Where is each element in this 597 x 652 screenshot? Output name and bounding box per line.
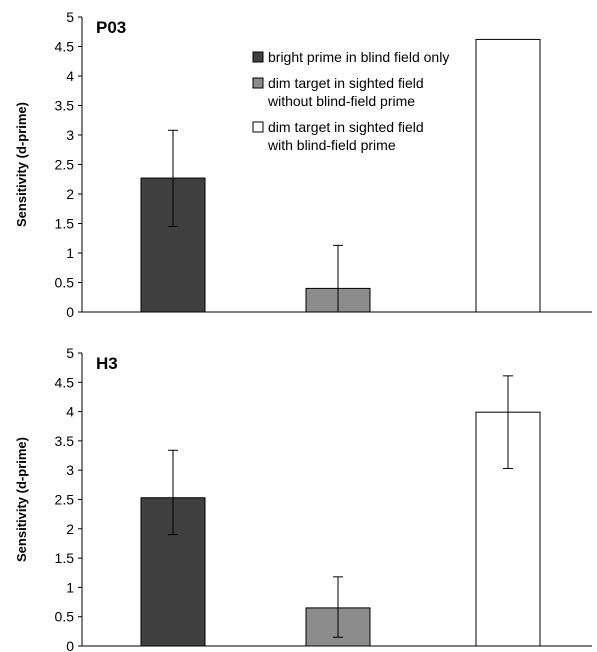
y-tick-label: 1.5: [55, 550, 75, 566]
y-tick-label: 4.5: [55, 39, 75, 55]
legend-swatch: [252, 121, 264, 133]
y-tick-label: 3: [66, 462, 74, 478]
y-tick-label: 0: [66, 304, 74, 320]
y-tick-label: 2.5: [55, 492, 75, 508]
y-tick-label: 3: [66, 127, 74, 143]
y-tick-label: 2.5: [55, 157, 75, 173]
y-tick-label: 3.5: [55, 98, 75, 114]
bar: [475, 38, 541, 313]
y-tick-label: 1: [66, 245, 74, 261]
y-tick-label: 2: [66, 521, 74, 537]
legend-swatch: [252, 51, 264, 63]
y-tick-label: 0: [66, 638, 74, 652]
y-tick-label: 4: [66, 68, 74, 84]
legend-swatch: [252, 77, 264, 89]
panel-title: P03: [96, 18, 126, 37]
legend-label: dim target in sighted field: [268, 119, 424, 135]
panel-p03: 0 0.5 1 1.5 2 2.5 3 3.5 4 4.5 5 Sensitivity (d-prim…: [14, 9, 592, 320]
panel-title: H3: [96, 354, 118, 373]
y-tick-label: 1: [66, 579, 74, 595]
y-tick-label: 1.5: [55, 216, 75, 232]
y-tick-label: 2: [66, 186, 74, 202]
legend-label: without blind-field prime: [267, 93, 415, 109]
y-axis-label: Sensitivity (d-prime): [14, 437, 29, 562]
y-tick-label: 0.5: [55, 609, 75, 625]
y-tick-label: 4: [66, 404, 74, 420]
y-tick-label: 4.5: [55, 374, 75, 390]
legend-label: dim target in sighted field: [268, 75, 424, 91]
y-axis-label: Sensitivity (d-prime): [14, 102, 29, 227]
legend-label: bright prime in blind field only: [268, 49, 449, 65]
y-tick-label: 0.5: [55, 275, 75, 291]
y-tick-label: 5: [66, 345, 74, 361]
legend-label: with blind-field prime: [267, 137, 396, 153]
y-tick-label: 5: [66, 9, 74, 25]
panel-h3: 0 0.5 1 1.5 2 2.5 3 3.5 4 4.5 5 Sensitivity (d-prim…: [14, 345, 592, 652]
y-tick-label: 3.5: [55, 433, 75, 449]
